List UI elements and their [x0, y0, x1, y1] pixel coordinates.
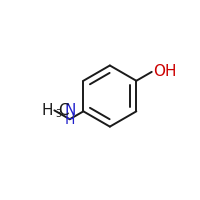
Text: H: H — [42, 103, 53, 118]
Text: H: H — [65, 113, 75, 127]
Text: 3: 3 — [55, 109, 61, 119]
Text: C: C — [58, 103, 69, 118]
Text: OH: OH — [153, 64, 176, 79]
Text: N: N — [64, 103, 75, 118]
